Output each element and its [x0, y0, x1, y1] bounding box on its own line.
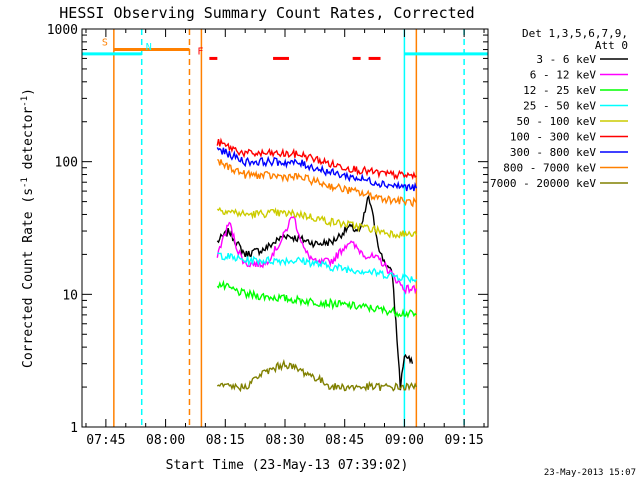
axes-ticks: 1 10 100 1000 07:45 08:00 08:15 08:30 08:45 09:00…	[47, 23, 488, 448]
x-tick-label: 09:15	[445, 433, 484, 448]
footer-date: 23-May-2013 15:07	[544, 468, 636, 478]
y-axis-label: Corrected Count Rate (s-1 detector-1)	[20, 88, 36, 368]
x-tick-label: 09:00	[385, 433, 424, 448]
annotation-label: S	[102, 38, 108, 49]
series-line	[216, 215, 418, 295]
y-tick-label: 10	[62, 288, 78, 303]
series-line	[216, 194, 414, 391]
y-tick-label: 100	[55, 156, 78, 171]
legend-label: 800 - 7000 keV	[503, 162, 596, 175]
series-line	[216, 147, 418, 192]
legend-label: 3 - 6 keV	[536, 53, 596, 66]
series-line	[216, 206, 418, 239]
x-tick-label: 07:45	[86, 433, 125, 448]
series-line	[217, 158, 417, 208]
series-line	[216, 137, 417, 181]
annotation-label: N	[146, 42, 152, 53]
y-tick-label: 1000	[47, 23, 78, 38]
legend-label: 6 - 12 keV	[530, 69, 597, 82]
series-line	[217, 252, 418, 284]
x-axis-label: Start Time (23-May-13 07:39:02)	[166, 458, 409, 473]
annotation-label: F	[197, 46, 203, 57]
x-tick-label: 08:30	[265, 433, 304, 448]
x-tick-label: 08:45	[325, 433, 364, 448]
chart-title: HESSI Observing Summary Count Rates, Cor…	[59, 4, 474, 22]
legend-label: 100 - 300 keV	[510, 131, 596, 144]
series-line	[216, 358, 418, 393]
x-tick-label: 08:00	[146, 433, 185, 448]
y-tick-label: 1	[70, 421, 78, 436]
legend-label: 300 - 800 keV	[510, 146, 596, 159]
data-series	[216, 137, 418, 393]
series-line	[216, 279, 417, 319]
legend-label: 25 - 50 keV	[523, 100, 596, 113]
legend-header: Det 1,3,5,6,7,9,	[522, 27, 628, 40]
legend: Det 1,3,5,6,7,9,Att 03 - 6 keV 6 - 12 keV…	[490, 27, 628, 190]
legend-label: 12 - 25 keV	[523, 84, 596, 97]
x-tick-label: 08:15	[206, 433, 245, 448]
legend-label: 7000 - 20000 keV	[490, 177, 596, 190]
legend-label: 50 - 100 keV	[517, 115, 597, 128]
legend-header: Att 0	[595, 39, 628, 52]
